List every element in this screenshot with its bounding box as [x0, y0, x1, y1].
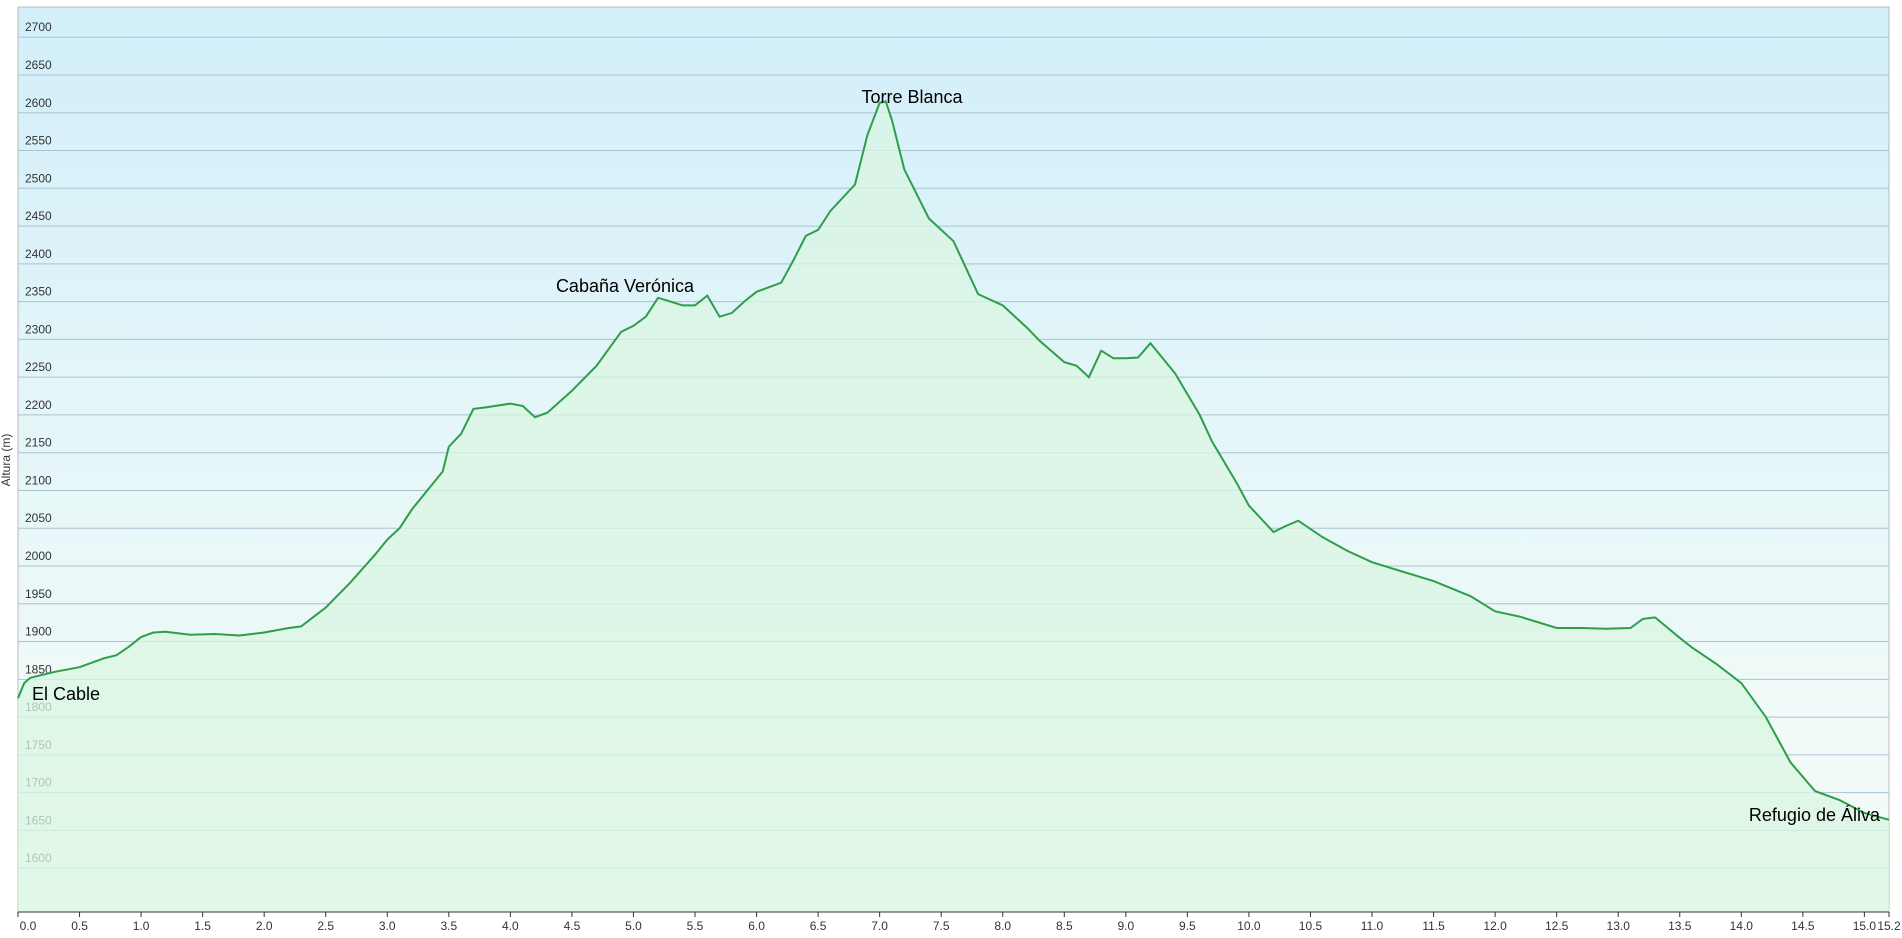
y-tick-label: 1850 [25, 662, 52, 676]
x-tick-label: 12.0 [1483, 919, 1507, 933]
x-tick-label: 11.5 [1422, 919, 1445, 933]
x-tick-label: 11.0 [1361, 919, 1384, 933]
y-tick-label: 2700 [25, 20, 52, 34]
x-tick-label: 3.5 [440, 919, 457, 933]
x-tick-label: 0.0 [20, 919, 37, 933]
y-tick-label: 2200 [25, 398, 52, 412]
x-tick-label: 0.5 [71, 919, 88, 933]
x-tick-label: 7.5 [933, 919, 950, 933]
annotation: El Cable [32, 684, 100, 704]
annotation: Refugio de Áliva [1749, 805, 1881, 825]
y-tick-label: 2000 [25, 549, 52, 563]
y-tick-label: 2600 [25, 96, 52, 110]
y-tick-label: 1900 [25, 625, 52, 639]
x-tick-label: 1.5 [194, 919, 211, 933]
x-tick-label: 5.0 [625, 919, 642, 933]
y-tick-label: 1950 [25, 587, 52, 601]
y-tick-label: 2050 [25, 511, 52, 525]
x-tick-label: 6.5 [810, 919, 827, 933]
x-tick-label: 2.0 [256, 919, 273, 933]
y-tick-label: 2550 [25, 134, 52, 148]
y-tick-label: 2500 [25, 171, 52, 185]
x-tick-label: 4.5 [564, 919, 581, 933]
x-tick-label: 15.0 [1853, 919, 1877, 933]
x-tick-label: 14.0 [1730, 919, 1754, 933]
x-tick-label: 10.0 [1237, 919, 1261, 933]
x-tick-label: 13.0 [1607, 919, 1631, 933]
x-tick-label: 4.0 [502, 919, 519, 933]
x-tick-label: 8.0 [994, 919, 1011, 933]
x-tick-label: 8.5 [1056, 919, 1073, 933]
x-tick-label: 12.5 [1545, 919, 1569, 933]
x-tick-label: 1.0 [133, 919, 150, 933]
x-tick-label: 9.5 [1179, 919, 1196, 933]
x-tick-label: 15.2 [1877, 919, 1901, 933]
x-tick-label: 7.0 [871, 919, 888, 933]
line [17, 100, 1890, 821]
y-tick-label: 2300 [25, 322, 52, 336]
y-tick-label: 2250 [25, 360, 52, 374]
y-tick-label: 2450 [25, 209, 52, 223]
y-tick-label: 2350 [25, 285, 52, 299]
x-tick-label: 6.0 [748, 919, 765, 933]
x-tick-label: 9.0 [1117, 919, 1134, 933]
y-tick-label: 2400 [25, 247, 52, 261]
x-tick-label: 2.5 [317, 919, 334, 933]
x-tick-label: 5.5 [687, 919, 704, 933]
y-axis-label: Altura (m) [0, 434, 13, 487]
x-tick-label: 10.5 [1299, 919, 1323, 933]
y-tick-label: 2150 [25, 436, 52, 450]
y-tick-label: 2100 [25, 473, 52, 487]
x-tick-label: 13.5 [1668, 919, 1692, 933]
x-tick-label: 3.0 [379, 919, 396, 933]
y-tick-label: 2650 [25, 58, 52, 72]
area [18, 101, 1889, 912]
annotation: Cabaña Verónica [556, 276, 695, 296]
annotation: Torre Blanca [861, 87, 963, 107]
x-tick-label: 14.5 [1791, 919, 1815, 933]
